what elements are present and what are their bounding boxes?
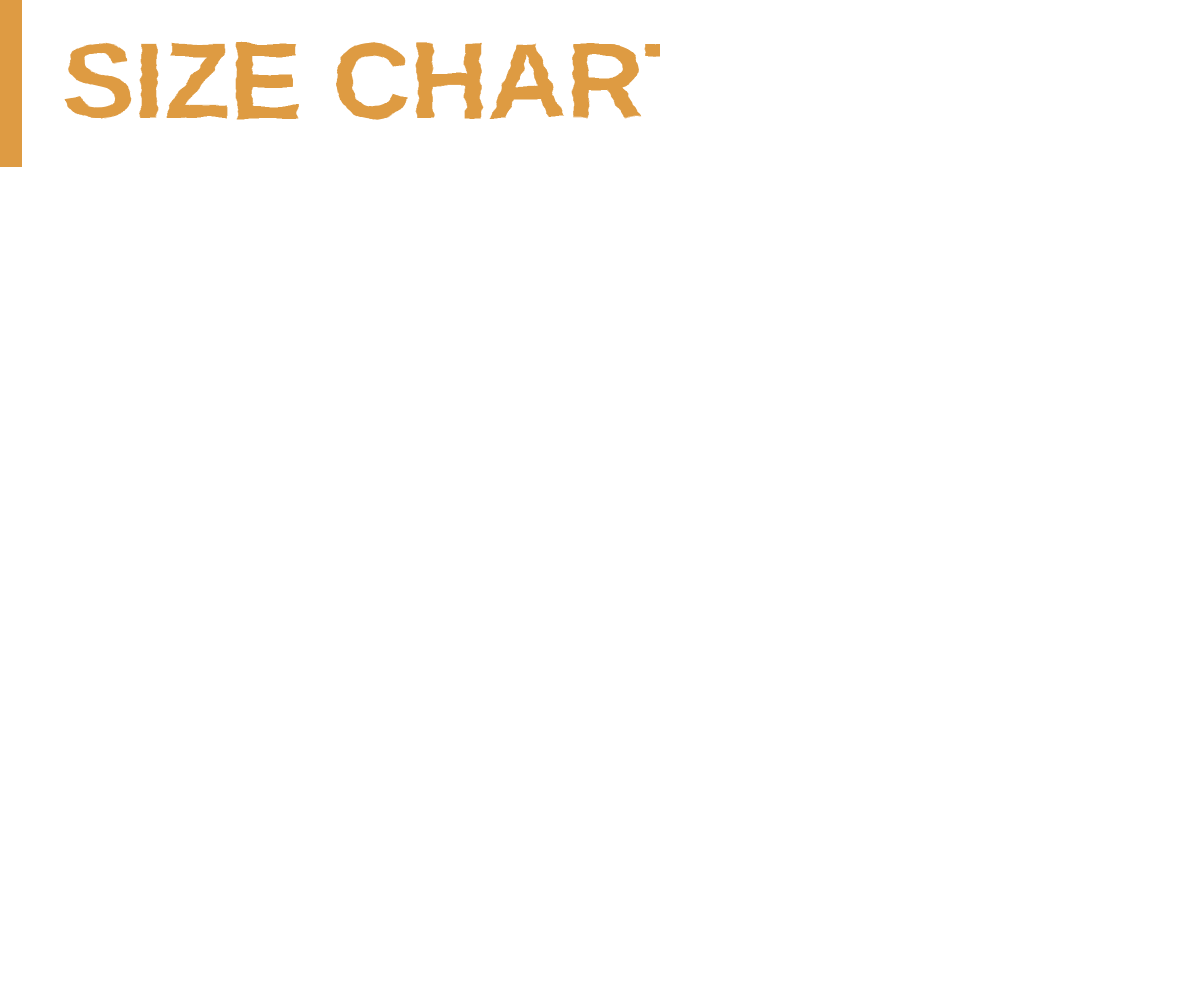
svg-text:SIZE CHART: SIZE CHART: [62, 20, 660, 141]
